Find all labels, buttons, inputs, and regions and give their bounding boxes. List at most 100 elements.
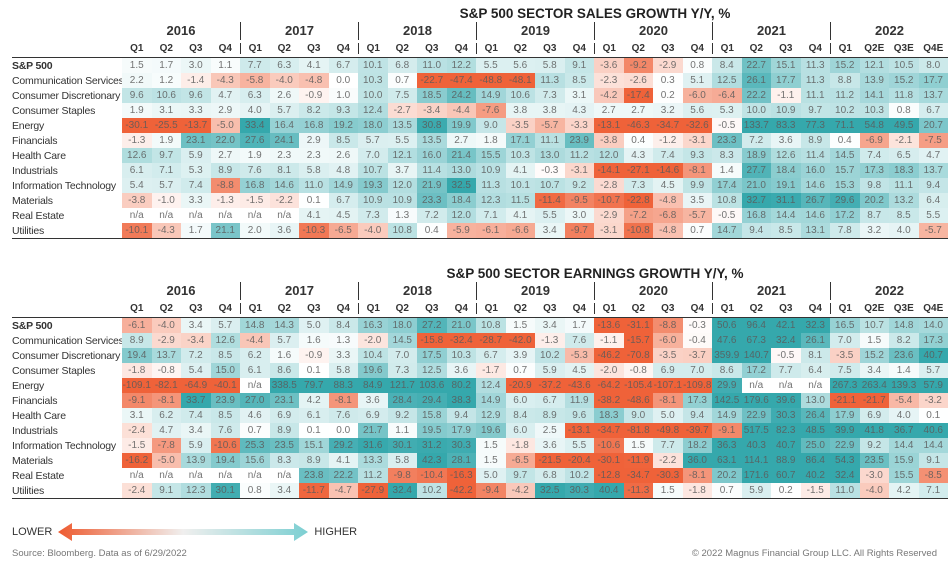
- heatmap-cell: 11.0: [299, 178, 329, 193]
- heatmap-cell: -13.6: [594, 318, 624, 333]
- heatmap-cell: 15.5: [476, 148, 506, 163]
- row-label: Utilities: [12, 224, 45, 237]
- heatmap-cell: 54.3: [830, 453, 860, 468]
- heatmap-cell: 1.0: [328, 88, 358, 103]
- heatmap-cell: -10.7: [594, 193, 624, 208]
- heatmap-cell: 5.8: [535, 58, 565, 73]
- row-label: Information Technology: [12, 179, 116, 192]
- heatmap-cell: 23.1: [181, 133, 211, 148]
- heatmap-cell: 10.9: [476, 163, 506, 178]
- heatmap-cell: 4.5: [564, 363, 594, 378]
- heatmap-cell: 0.7: [682, 223, 712, 238]
- heatmap-cell: 18.3: [889, 163, 919, 178]
- heatmap-cell: -2.4: [122, 483, 152, 498]
- heatmap-cell: 31.6: [358, 438, 388, 453]
- heatmap-cell: 96.4: [741, 318, 771, 333]
- heatmap-cell: 26.7: [800, 193, 830, 208]
- heatmap-cell: 6.1: [299, 408, 329, 423]
- heatmap-cell: -13.1: [594, 118, 624, 133]
- heatmap-cell: 4.0: [889, 223, 919, 238]
- heatmap-cell: 17.2: [741, 363, 771, 378]
- heatmap-cell: 14.6: [269, 178, 299, 193]
- heatmap-cell: 0.8: [889, 103, 919, 118]
- heatmap-cell: 36.3: [712, 438, 742, 453]
- source-note: Source: Bloomberg. Data as of 6/29/2022: [12, 548, 187, 559]
- heatmap-cell: 14.6: [800, 178, 830, 193]
- heatmap-cell: 3.0: [564, 208, 594, 223]
- heatmap-cell: 1.2: [151, 73, 181, 88]
- quarter-header: Q1: [594, 43, 624, 54]
- heatmap-cell: -4.2: [505, 483, 535, 498]
- heatmap-cell: 18.4: [771, 163, 801, 178]
- heatmap-cell: 14.8: [889, 318, 919, 333]
- heatmap-cell: 4.0: [889, 408, 919, 423]
- legend-lower-label: LOWER: [12, 526, 53, 538]
- quarter-header: Q3: [543, 303, 557, 314]
- heatmap-cell: 7.1: [918, 483, 948, 498]
- heatmap-cell: 22.9: [741, 408, 771, 423]
- table-row: Materials -3.8 -1.0 3.3 -1.3 -1.5 -2.2 0.1 6.7 10…: [12, 193, 948, 208]
- heatmap-cell: 338.5: [269, 378, 299, 393]
- heatmap-cell: 3.6: [269, 223, 299, 238]
- heatmap-cell: 16.0: [417, 148, 447, 163]
- heatmap-cell: 517.5: [741, 423, 771, 438]
- heatmap-cell: 41.8: [859, 423, 889, 438]
- heatmap-cell: 7.5: [830, 363, 860, 378]
- heatmap-cell: -4.0: [358, 223, 388, 238]
- heatmap-cell: 263.4: [859, 378, 889, 393]
- heatmap-cell: 19.9: [446, 118, 476, 133]
- heatmap-cell: 3.4: [181, 318, 211, 333]
- heatmap-cell: -1.2: [653, 133, 683, 148]
- heatmap-cell: 2.6: [328, 148, 358, 163]
- heatmap-cell: 18.9: [741, 148, 771, 163]
- table-row: Utilities -10.1 -4.3 1.7 21.1 2.0 3.6 -10.3 -6.5…: [12, 223, 948, 238]
- heatmap-cell: 14.4: [771, 208, 801, 223]
- heatmap-cell: 6.4: [918, 193, 948, 208]
- heatmap-cell: -28.7: [476, 333, 506, 348]
- table-row: Information Technology -1.5 -7.8 5.9 -10.6 25…: [12, 438, 948, 453]
- row-label: Information Technology: [12, 439, 116, 452]
- heatmap-cell: 5.1: [682, 73, 712, 88]
- heatmap-cell: 12.6: [210, 333, 240, 348]
- heatmap-cell: 103.6: [417, 378, 447, 393]
- heatmap-cell: 8.9: [299, 453, 329, 468]
- heatmap-cell: -17.4: [623, 88, 653, 103]
- heatmap-cell: 3.0: [181, 58, 211, 73]
- row-label: Health Care: [12, 409, 66, 422]
- heatmap-cell: 1.1: [210, 58, 240, 73]
- heatmap-cell: -15.7: [623, 333, 653, 348]
- heatmap-cell: 12.3: [181, 483, 211, 498]
- heatmap-cell: -0.3: [682, 318, 712, 333]
- heatmap-cell: 6.2: [240, 348, 270, 363]
- heatmap-cell: 2.9: [299, 133, 329, 148]
- heatmap-cell: 33.4: [240, 118, 270, 133]
- heatmap-cell: 8.2: [299, 103, 329, 118]
- heatmap-cell: 6.5: [889, 148, 919, 163]
- heatmap-cell: 7.2: [417, 208, 447, 223]
- heatmap-cell: -11.3: [623, 483, 653, 498]
- heatmap-cell: 13.5: [387, 118, 417, 133]
- heatmap-cell: 11.9: [564, 393, 594, 408]
- heatmap-cell: 40.7: [918, 348, 948, 363]
- heatmap-cell: 8.6: [269, 363, 299, 378]
- heatmap-cell: 18.5: [417, 88, 447, 103]
- heatmap-cell: 2.3: [299, 148, 329, 163]
- table-row: Consumer Staples -1.8 -0.8 5.4 15.0 6.1 8.6 0.1…: [12, 363, 948, 378]
- heatmap-cell: -34.7: [653, 118, 683, 133]
- table-row: Communication Services 8.9 -2.9 -3.4 12.6 -4.…: [12, 333, 948, 348]
- heatmap-cell: 30.3: [771, 408, 801, 423]
- heatmap-cell: 20.2: [712, 468, 742, 483]
- heatmap-cell: -48.1: [505, 73, 535, 88]
- heatmap-cell: 5.5: [476, 58, 506, 73]
- heatmap-cell: 7.3: [387, 363, 417, 378]
- heatmap-cell: 4.7: [151, 423, 181, 438]
- heatmap-cell: 16.0: [800, 163, 830, 178]
- heatmap-cell: 9.0: [476, 118, 506, 133]
- heatmap-cell: 12.0: [387, 178, 417, 193]
- quarter-header: Q4E: [923, 43, 944, 54]
- heatmap-cell: 0.4: [417, 223, 447, 238]
- heatmap-cell: 7.2: [741, 133, 771, 148]
- heatmap-cell: -22.7: [417, 73, 447, 88]
- table-row: Real Estate n/a n/a n/a n/a n/a n/a 23.8 22.2 11.…: [12, 468, 948, 483]
- heatmap-cell: 14.6: [800, 208, 830, 223]
